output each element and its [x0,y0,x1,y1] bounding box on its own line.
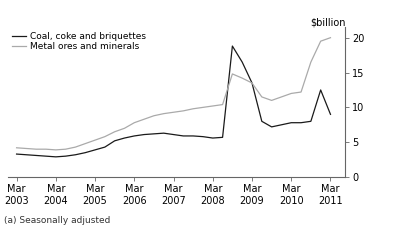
Coal, coke and briquettes [200,135,205,138]
Coal, coke and briquettes [132,135,137,137]
Coal, coke and briquettes [122,137,127,139]
Coal, coke and briquettes [54,155,58,158]
Coal, coke and briquettes [220,136,225,139]
Metal ores and minerals [44,148,48,151]
Metal ores and minerals [132,121,137,124]
Metal ores and minerals [210,105,215,107]
Metal ores and minerals [122,127,127,130]
Metal ores and minerals [63,148,68,151]
Text: (a) Seasonally adjusted: (a) Seasonally adjusted [4,216,110,225]
Coal, coke and briquettes [250,82,254,84]
Coal, coke and briquettes [142,133,146,136]
Metal ores and minerals [24,147,29,150]
Coal, coke and briquettes [14,153,19,155]
Metal ores and minerals [328,36,333,39]
Metal ores and minerals [240,77,245,79]
Coal, coke and briquettes [181,135,186,137]
Metal ores and minerals [83,142,88,145]
Coal, coke and briquettes [318,89,323,91]
Coal, coke and briquettes [230,45,235,47]
Coal, coke and briquettes [299,121,303,124]
Coal, coke and briquettes [289,121,294,124]
Metal ores and minerals [112,130,117,133]
Metal ores and minerals [269,99,274,102]
Metal ores and minerals [142,118,146,121]
Coal, coke and briquettes [269,126,274,128]
Coal, coke and briquettes [171,133,176,136]
Metal ores and minerals [152,114,156,117]
Coal, coke and briquettes [328,113,333,116]
Text: $billion: $billion [310,17,345,27]
Coal, coke and briquettes [191,135,196,137]
Coal, coke and briquettes [308,120,313,123]
Metal ores and minerals [102,135,107,138]
Coal, coke and briquettes [24,153,29,156]
Coal, coke and briquettes [63,155,68,158]
Coal, coke and briquettes [210,137,215,139]
Metal ores and minerals [200,106,205,109]
Coal, coke and briquettes [93,148,97,151]
Metal ores and minerals [259,96,264,98]
Metal ores and minerals [181,109,186,112]
Metal ores and minerals [230,73,235,75]
Coal, coke and briquettes [73,153,78,156]
Coal, coke and briquettes [259,120,264,123]
Legend: Coal, coke and briquettes, Metal ores and minerals: Coal, coke and briquettes, Metal ores an… [12,32,146,51]
Metal ores and minerals [308,61,313,63]
Metal ores and minerals [250,82,254,84]
Coal, coke and briquettes [83,151,88,154]
Coal, coke and briquettes [279,123,284,126]
Metal ores and minerals [289,92,294,95]
Coal, coke and briquettes [34,154,39,157]
Line: Metal ores and minerals: Metal ores and minerals [17,38,330,150]
Coal, coke and briquettes [240,61,245,63]
Metal ores and minerals [54,148,58,151]
Coal, coke and briquettes [44,155,48,158]
Metal ores and minerals [171,111,176,114]
Coal, coke and briquettes [112,139,117,142]
Metal ores and minerals [34,148,39,151]
Line: Coal, coke and briquettes: Coal, coke and briquettes [17,46,330,157]
Metal ores and minerals [191,107,196,110]
Metal ores and minerals [279,96,284,98]
Metal ores and minerals [73,146,78,148]
Metal ores and minerals [14,146,19,149]
Metal ores and minerals [318,40,323,42]
Metal ores and minerals [161,112,166,115]
Coal, coke and briquettes [102,146,107,148]
Metal ores and minerals [299,91,303,93]
Metal ores and minerals [220,103,225,106]
Metal ores and minerals [93,139,97,141]
Coal, coke and briquettes [152,133,156,135]
Coal, coke and briquettes [161,132,166,135]
